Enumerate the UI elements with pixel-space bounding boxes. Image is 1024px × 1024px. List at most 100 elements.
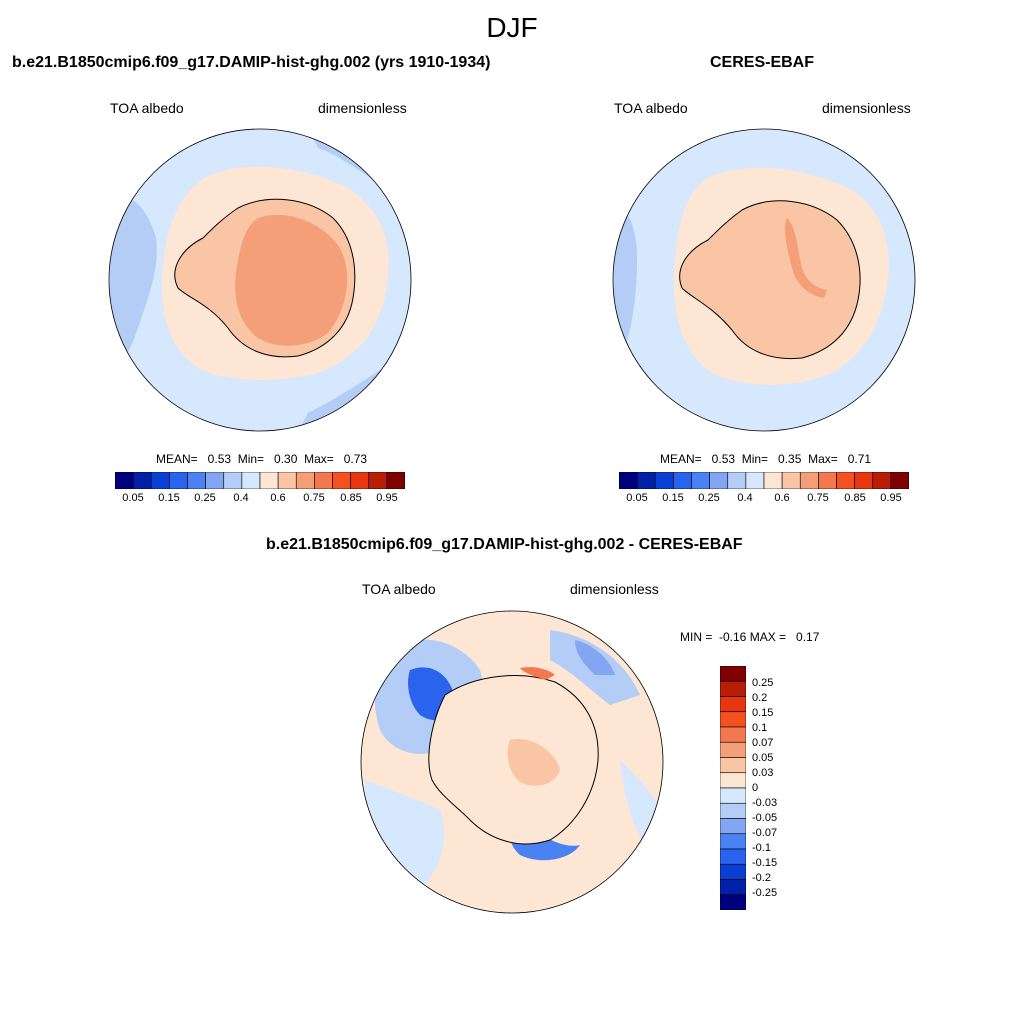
colorbar-swatch bbox=[854, 472, 874, 489]
figure-suptitle: DJF bbox=[486, 12, 538, 43]
left-stats: MEAN= 0.53 Min= 0.30 Max= 0.73 bbox=[156, 452, 368, 466]
colorbar-swatch bbox=[368, 472, 388, 489]
antarctica-landmass bbox=[679, 200, 861, 360]
high-albedo-ridge bbox=[784, 218, 827, 298]
colorbar-swatch bbox=[720, 802, 746, 819]
colorbar-tick: 0.85 bbox=[340, 492, 362, 504]
colorbar-swatch bbox=[836, 472, 855, 489]
negative-diff-region bbox=[507, 810, 580, 861]
colorbar-swatch bbox=[720, 879, 746, 896]
colorbar-tick: 0.15 bbox=[158, 492, 180, 504]
colorbar-tick: -0.15 bbox=[752, 857, 778, 869]
colorbar-swatch bbox=[277, 472, 297, 489]
colorbar-swatch bbox=[241, 472, 261, 489]
colorbar-tick: -0.25 bbox=[752, 887, 778, 899]
diff-units-label: dimensionless bbox=[570, 581, 659, 597]
colorbar-tick: 0.05 bbox=[626, 492, 648, 504]
colorbar-tick: 0.6 bbox=[270, 492, 286, 504]
colorbar-swatch bbox=[259, 472, 279, 489]
colorbar-tick: 0.2 bbox=[752, 692, 768, 704]
positive-diff-region bbox=[507, 739, 560, 786]
colorbar-tick: 0.25 bbox=[752, 677, 774, 689]
colorbar-swatch bbox=[654, 472, 674, 489]
colorbar-swatch bbox=[720, 757, 746, 774]
left-colorbar bbox=[115, 472, 405, 489]
colorbar-tick: 0.15 bbox=[752, 707, 774, 719]
colorbar-swatch bbox=[223, 472, 243, 489]
right-map bbox=[612, 128, 916, 432]
colorbar-swatch bbox=[872, 472, 892, 489]
diff-panel-title: b.e21.B1850cmip6.f09_g17.DAMIP-hist-ghg.… bbox=[266, 536, 743, 553]
colorbar-swatch bbox=[691, 472, 710, 489]
colorbar-swatch bbox=[720, 818, 746, 835]
colorbar-swatch bbox=[720, 863, 746, 880]
colorbar-tick: -0.2 bbox=[752, 872, 771, 884]
colorbar-tick: 0.25 bbox=[698, 492, 720, 504]
colorbar-tick: -0.03 bbox=[752, 797, 778, 809]
colorbar-tick: 0.15 bbox=[662, 492, 684, 504]
right-stats: MEAN= 0.53 Min= 0.35 Max= 0.71 bbox=[660, 452, 872, 466]
colorbar-tick: -0.07 bbox=[752, 827, 778, 839]
left-units-label: dimensionless bbox=[318, 100, 407, 116]
colorbar-swatch bbox=[727, 472, 747, 489]
colorbar-swatch bbox=[332, 472, 351, 489]
colorbar-tick: 0.1 bbox=[752, 722, 768, 734]
colorbar-tick: 0.95 bbox=[376, 492, 398, 504]
negative-diff-region bbox=[575, 640, 615, 675]
left-map bbox=[108, 128, 412, 432]
colorbar-swatch bbox=[720, 848, 746, 865]
colorbar-swatch bbox=[720, 772, 746, 789]
colorbar-tick: 0.6 bbox=[774, 492, 790, 504]
diff-variable-label: TOA albedo bbox=[362, 581, 436, 597]
colorbar-swatch bbox=[150, 472, 170, 489]
colorbar-tick: 0.4 bbox=[233, 492, 249, 504]
map-border bbox=[612, 128, 916, 432]
colorbar-swatch bbox=[205, 472, 225, 489]
colorbar-swatch bbox=[295, 472, 315, 489]
left-variable-label: TOA albedo bbox=[110, 100, 184, 116]
colorbar-tick: 0.85 bbox=[844, 492, 866, 504]
right-colorbar bbox=[619, 472, 909, 489]
colorbar-swatch bbox=[169, 472, 188, 489]
colorbar-swatch bbox=[720, 833, 746, 850]
map-border bbox=[360, 610, 664, 914]
diff-colorbar bbox=[720, 666, 746, 910]
diff-map bbox=[360, 610, 664, 914]
colorbar-swatch bbox=[720, 741, 746, 758]
diff-stats: MIN = -0.16 MAX = 0.17 bbox=[680, 630, 820, 644]
colorbar-swatch bbox=[781, 472, 801, 489]
colorbar-swatch bbox=[314, 472, 333, 489]
strong-positive-region bbox=[520, 667, 555, 680]
high-albedo-plateau bbox=[235, 214, 348, 346]
right-variable-label: TOA albedo bbox=[614, 100, 688, 116]
colorbar-swatch bbox=[619, 472, 638, 489]
low-albedo-region bbox=[110, 195, 157, 378]
colorbar-tick: 0.4 bbox=[737, 492, 753, 504]
colorbar-tick: 0.05 bbox=[122, 492, 144, 504]
colorbar-swatch bbox=[818, 472, 837, 489]
colorbar-swatch bbox=[115, 472, 134, 489]
colorbar-tick: 0.75 bbox=[303, 492, 325, 504]
colorbar-swatch bbox=[720, 726, 746, 743]
colorbar-swatch bbox=[709, 472, 729, 489]
colorbar-swatch bbox=[350, 472, 370, 489]
colorbar-tick: 0.03 bbox=[752, 767, 774, 779]
left-colorbar-ticks: 0.05 0.15 0.25 0.4 0.6 0.75 0.85 0.95 bbox=[115, 492, 405, 508]
colorbar-swatch bbox=[720, 680, 746, 697]
map-border bbox=[108, 128, 412, 432]
colorbar-swatch bbox=[745, 472, 765, 489]
left-panel-title: b.e21.B1850cmip6.f09_g17.DAMIP-hist-ghg.… bbox=[12, 54, 491, 71]
colorbar-swatch bbox=[763, 472, 783, 489]
colorbar-swatch bbox=[673, 472, 692, 489]
colorbar-tick: 0 bbox=[752, 782, 759, 794]
right-colorbar-ticks: 0.05 0.15 0.25 0.4 0.6 0.75 0.85 0.95 bbox=[619, 492, 909, 508]
colorbar-swatch bbox=[132, 472, 152, 489]
diff-colorbar-ticks: 0.25 0.2 0.15 0.1 0.07 0.05 0.03 0 -0.03… bbox=[752, 666, 812, 910]
colorbar-tick: -0.05 bbox=[752, 812, 778, 824]
colorbar-swatch bbox=[720, 787, 746, 804]
right-panel-title: CERES-EBAF bbox=[710, 54, 815, 71]
colorbar-tick: 0.07 bbox=[752, 737, 774, 749]
colorbar-tick: 0.95 bbox=[880, 492, 902, 504]
colorbar-tick: 0.75 bbox=[807, 492, 829, 504]
colorbar-tick: 0.05 bbox=[752, 752, 774, 764]
